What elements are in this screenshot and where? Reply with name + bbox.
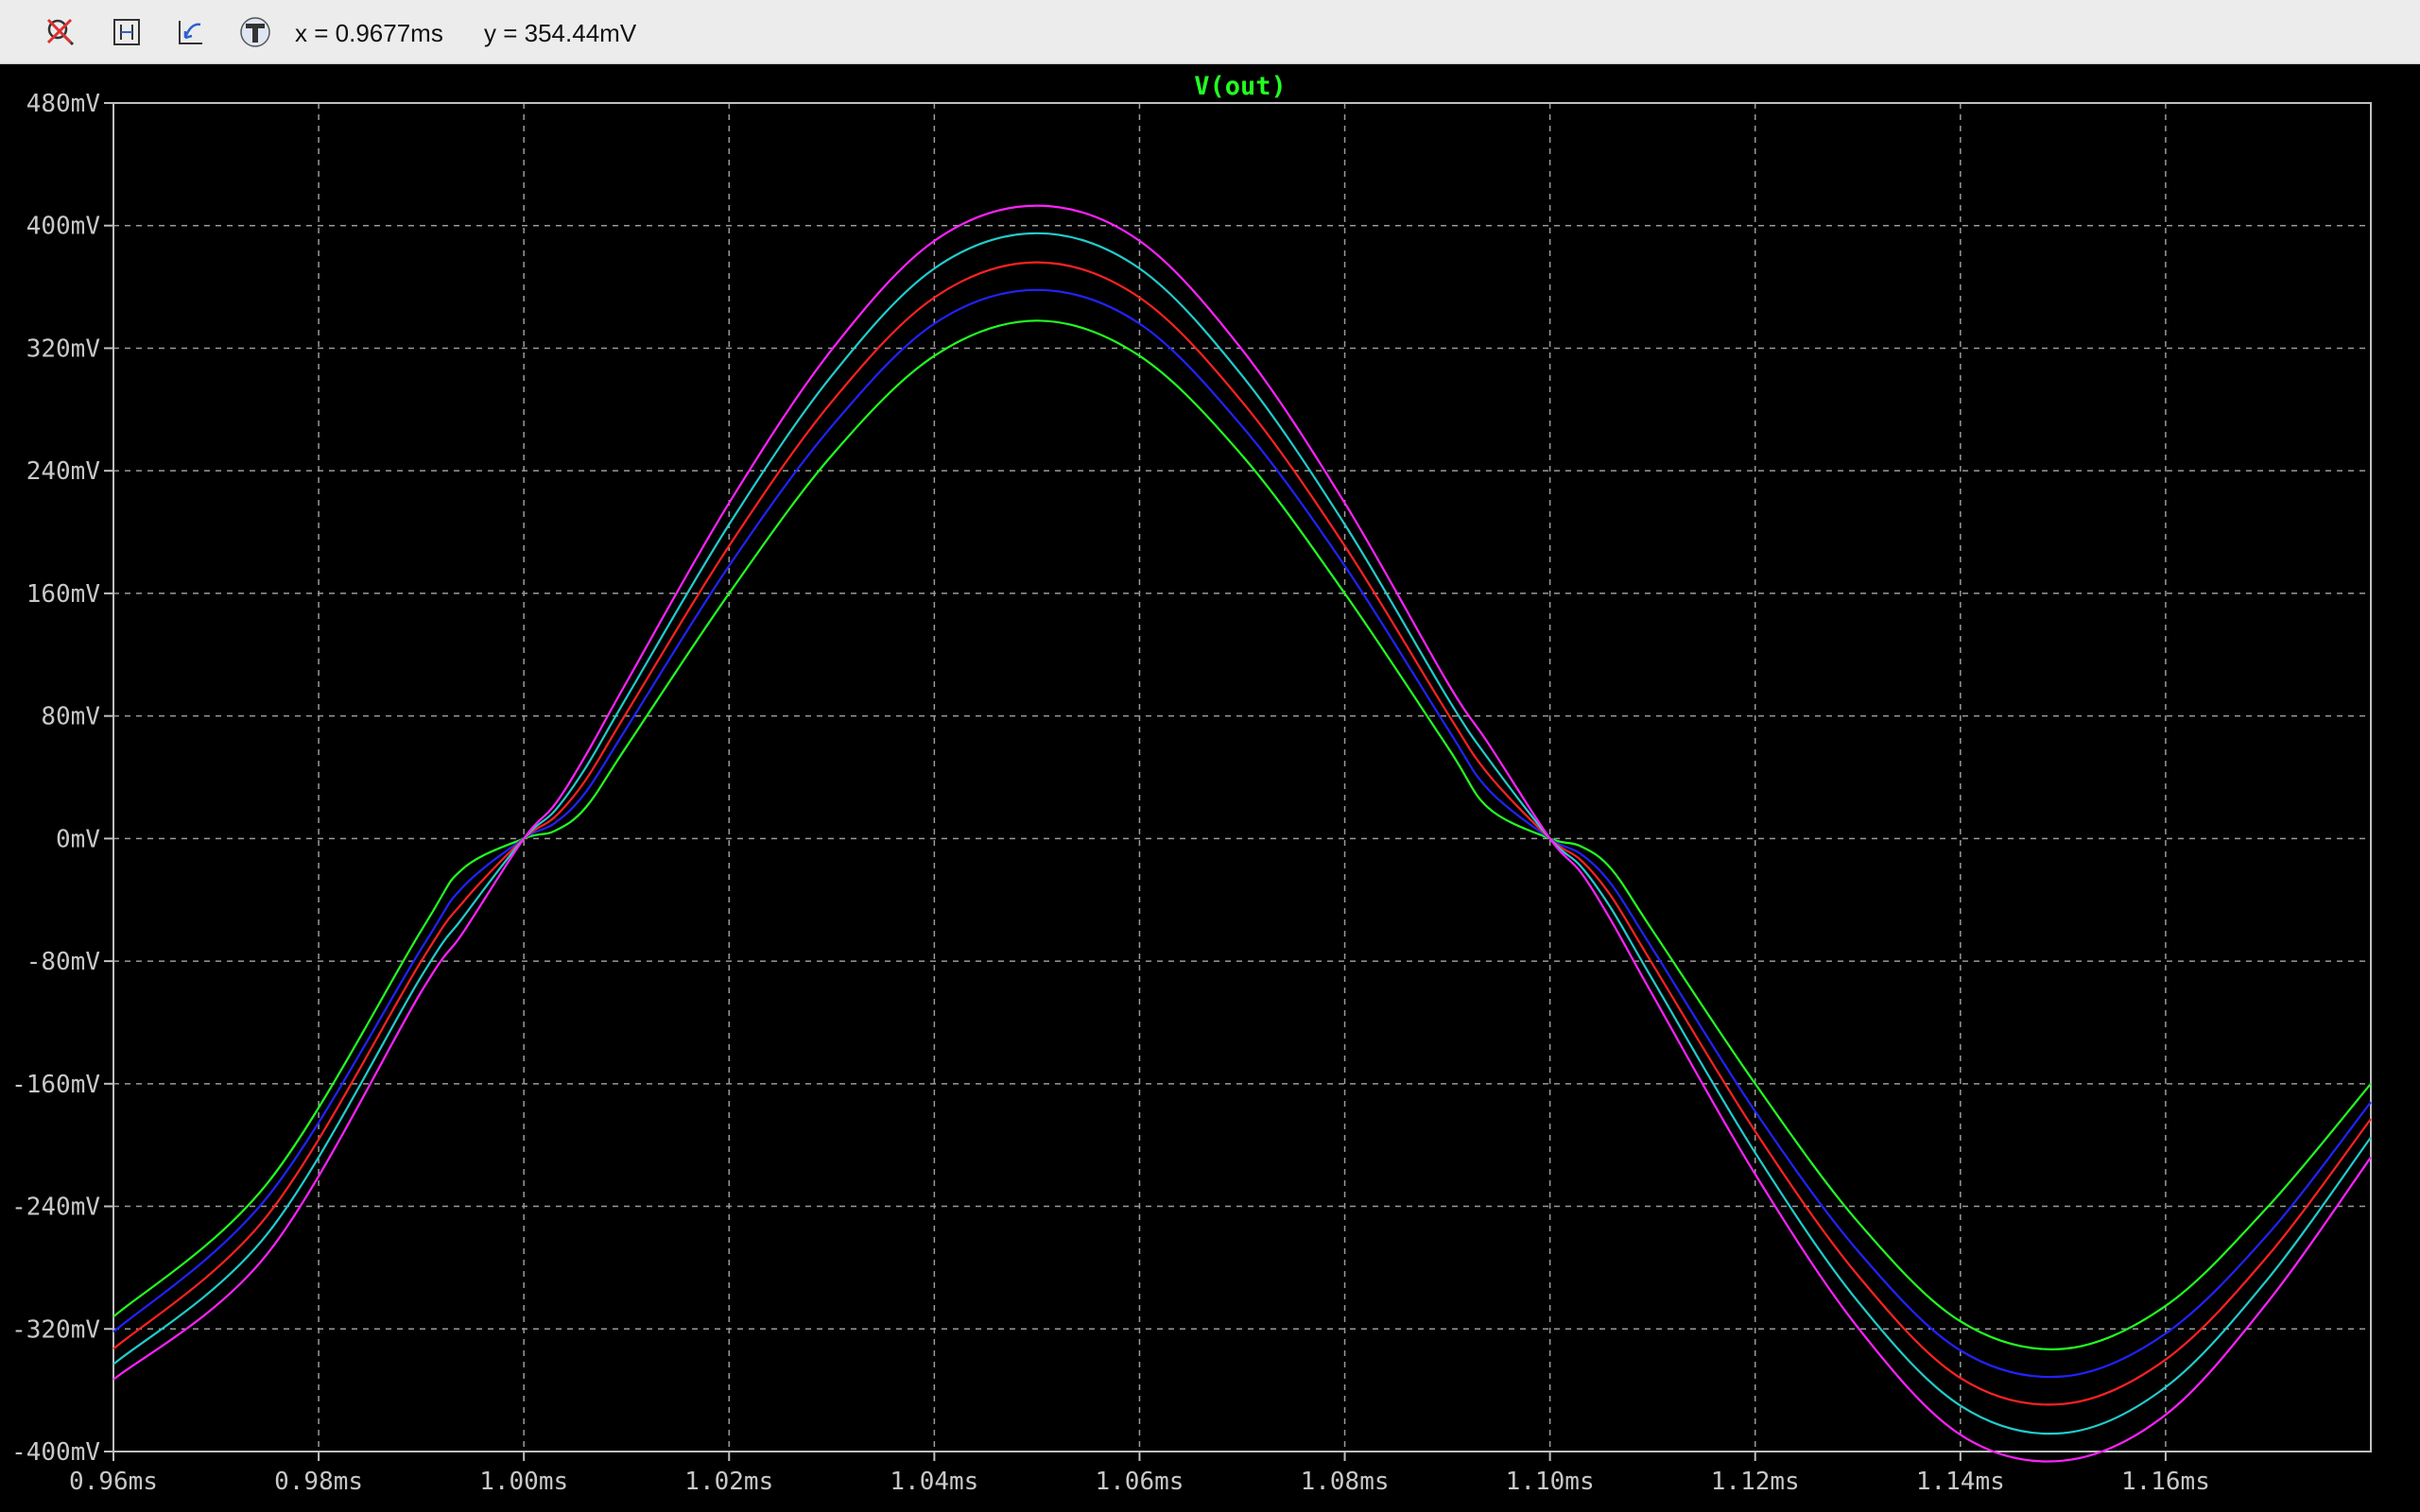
y-tick-label: -240mV (11, 1194, 100, 1222)
x-tick-label: 1.08ms (1301, 1468, 1390, 1496)
plot-toolbar: x = 0.9677ms y = 354.44mV (0, 0, 2420, 64)
autorange-button[interactable] (42, 15, 79, 53)
zoom-back-icon (174, 15, 208, 54)
trace-5[interactable] (112, 204, 2372, 1463)
x-tick-label: 0.98ms (274, 1468, 363, 1496)
y-tick-label: 240mV (26, 457, 100, 486)
x-axis: 0.96ms 0.98ms 1.00ms 1.02ms 1.04ms 1.06ms 1.08… (69, 1452, 2210, 1496)
x-tick-label: 1.00ms (479, 1468, 568, 1496)
zoom-back-button[interactable] (172, 15, 210, 53)
y-tick-label: -400mV (11, 1438, 100, 1467)
zoom-extent-icon (110, 15, 144, 54)
x-tick-label: 1.04ms (890, 1468, 978, 1496)
x-tick-label: 1.14ms (1916, 1468, 2005, 1496)
y-tick-label: 400mV (26, 213, 100, 241)
plot-frame (112, 102, 2372, 1452)
y-tick-label: -160mV (11, 1071, 100, 1099)
grid (113, 103, 2371, 1452)
x-tick-label: 1.12ms (1711, 1468, 1800, 1496)
y-tick-label: -80mV (26, 948, 100, 976)
x-tick-label: 1.10ms (1506, 1468, 1595, 1496)
zoom-extent-button[interactable] (108, 15, 146, 53)
x-tick-label: 1.16ms (2121, 1468, 2210, 1496)
trace-3[interactable] (112, 261, 2372, 1406)
x-tick-label: 0.96ms (69, 1468, 158, 1496)
y-axis: 480mV 400mV 320mV 240mV 160mV 80mV 0mV -80mV -16… (11, 90, 113, 1467)
y-tick-label: 80mV (41, 703, 100, 731)
traces (112, 204, 2372, 1463)
cursor-tool-icon (238, 15, 272, 54)
trace-1[interactable] (112, 319, 2372, 1350)
y-tick-label: 320mV (26, 335, 100, 363)
plot-title[interactable]: V(out) (1194, 72, 1287, 101)
x-tick-label: 1.02ms (684, 1468, 773, 1496)
cursor-y-readout: y = 354.44mV (484, 19, 637, 47)
cursor-tool-button[interactable] (236, 15, 274, 53)
x-tick-label: 1.06ms (1095, 1468, 1184, 1496)
y-tick-label: -320mV (11, 1315, 100, 1344)
trace-4[interactable] (112, 232, 2372, 1435)
waveform-plot[interactable]: 480mV 400mV 320mV 240mV 160mV 80mV 0mV -80mV -16… (0, 64, 2420, 1512)
cursor-x-readout: x = 0.9677ms (295, 19, 443, 47)
y-tick-label: 480mV (26, 90, 100, 118)
trace-2[interactable] (112, 288, 2372, 1379)
autorange-icon (43, 15, 78, 54)
y-tick-label: 0mV (56, 825, 100, 853)
y-tick-label: 160mV (26, 580, 100, 609)
